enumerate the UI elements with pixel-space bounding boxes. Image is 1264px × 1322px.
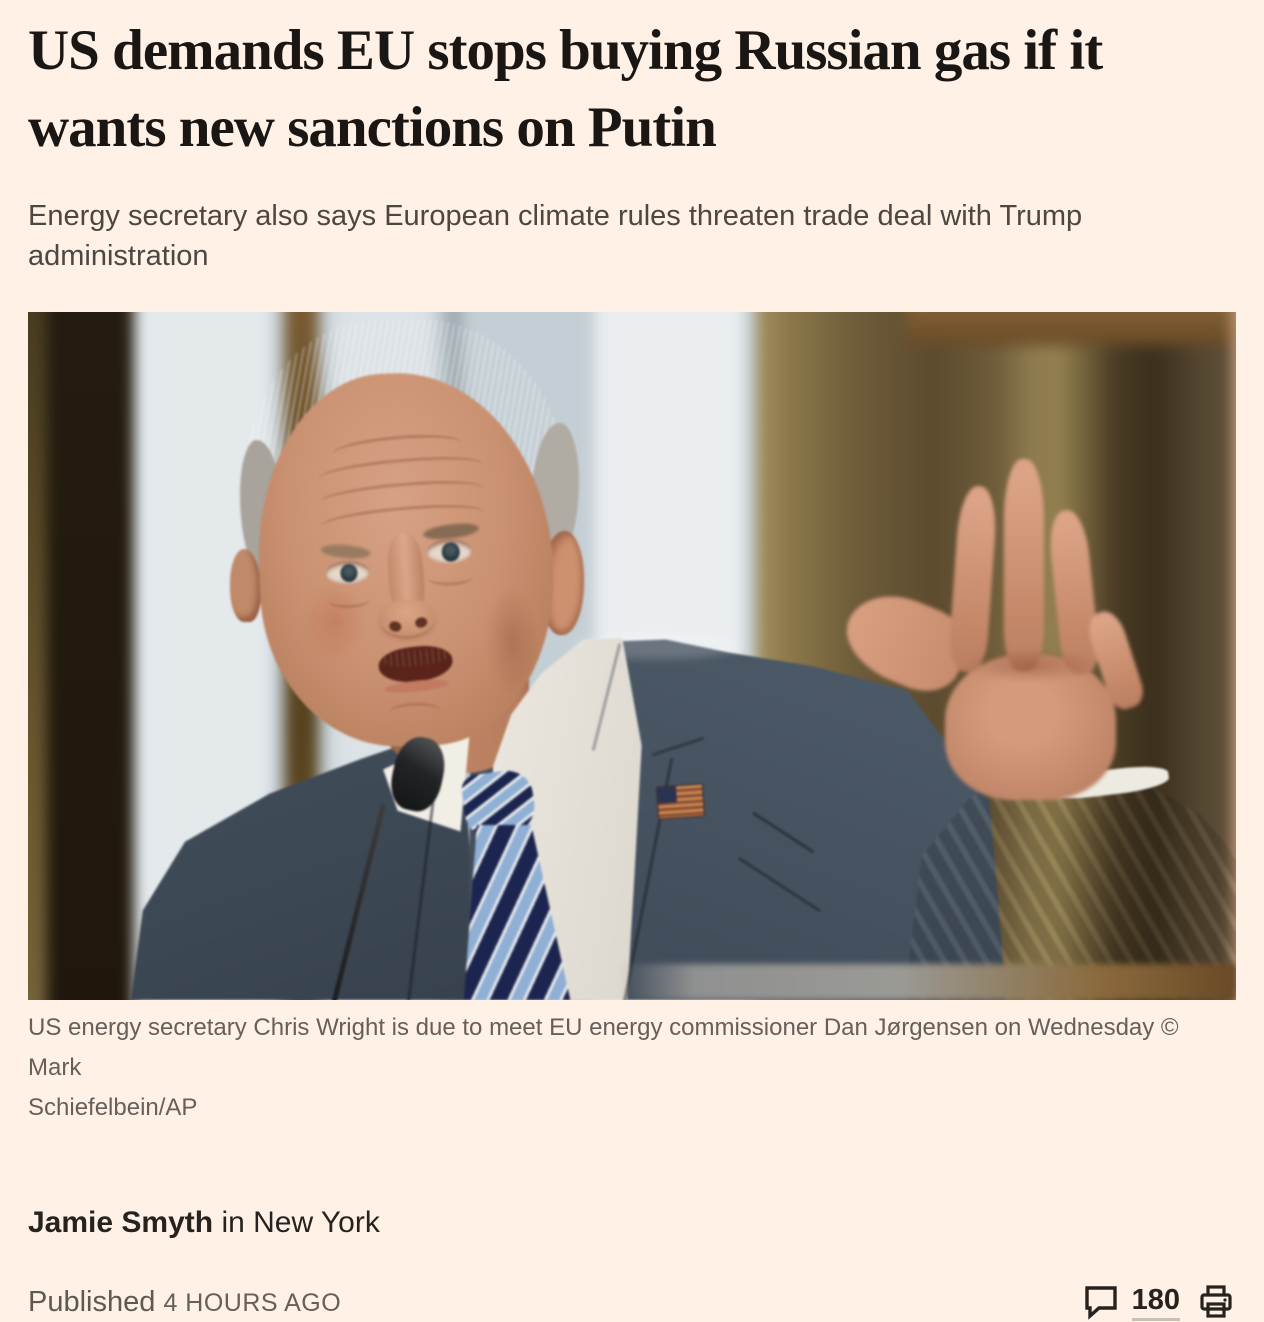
caption-line-2: Schiefelbein/AP (28, 1094, 198, 1121)
index-finger (947, 485, 999, 674)
raised-hand (833, 448, 1149, 800)
wood-column-dark (47, 312, 135, 1000)
chris-wright-figure (28, 312, 1236, 1000)
eyebrow (319, 542, 371, 561)
forehead-wrinkle (318, 500, 485, 527)
forehead-wrinkle (318, 475, 484, 503)
standfirst: Energy secretary also says European clim… (28, 196, 1228, 276)
standfirst-line-2: administration (28, 240, 209, 272)
speech-bubble-icon (1082, 1283, 1120, 1321)
published-label: Published (28, 1285, 156, 1318)
article-page: US demands EU stops buying Russian gas i… (0, 12, 1264, 1322)
article-meta-row: Published 4 HOURS AGO 180 (28, 1282, 1236, 1322)
published-timestamp: Published 4 HOURS AGO (28, 1286, 341, 1319)
ear (230, 548, 261, 623)
forehead-wrinkle (331, 431, 462, 455)
published-time: 4 HOURS AGO (163, 1288, 342, 1317)
knuckle-shading (962, 648, 1099, 683)
eye (426, 539, 473, 565)
under-eye-line (428, 570, 474, 587)
standfirst-line-1: Energy secretary also says European clim… (28, 200, 1083, 232)
print-button[interactable] (1196, 1283, 1236, 1321)
wooden-desk (905, 312, 1236, 345)
printer-icon (1200, 1285, 1232, 1318)
nose-tip (378, 599, 436, 637)
article-image (28, 312, 1236, 1000)
page-title: US demands EU stops buying Russian gas i… (28, 12, 1218, 166)
jaw-shading (483, 584, 541, 699)
comments-button[interactable]: 180 (1082, 1283, 1180, 1321)
headline-line-1: US demands EU stops buying Russian gas i… (28, 19, 1103, 82)
eyebrow (422, 520, 480, 542)
us-flag-pin (656, 783, 706, 820)
cheek-shading (300, 579, 369, 664)
article-actions: 180 (1082, 1283, 1236, 1321)
author-location: in New York (221, 1206, 380, 1239)
head (230, 318, 584, 752)
chin-crease (387, 701, 442, 723)
headline-line-2: wants new sanctions on Putin (28, 96, 717, 159)
caption-line-1: US energy secretary Chris Wright is due … (28, 1014, 1179, 1081)
iris (441, 542, 460, 562)
byline: Jamie Smyth in New York (28, 1204, 1236, 1242)
author-name: Jamie Smyth (28, 1206, 214, 1239)
forehead-wrinkle (317, 451, 483, 479)
comment-count[interactable]: 180 (1131, 1284, 1180, 1321)
background-person (1231, 312, 1236, 1000)
flag-canton (657, 786, 678, 805)
desk-surface (619, 964, 1236, 1000)
image-caption: US energy secretary Chris Wright is due … (28, 1008, 1236, 1128)
palm (944, 655, 1116, 800)
middle-finger (1003, 458, 1044, 673)
